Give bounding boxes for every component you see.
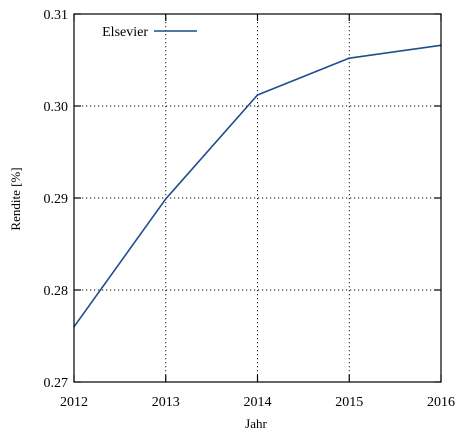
y-tick-label: 0.31 [44,8,69,23]
x-tick-label: 2013 [152,395,180,410]
y-axis-label: Rendite [%] [8,167,23,230]
x-tick-label: 2015 [335,395,363,410]
x-tick-labels: 2012 2013 2014 2015 2016 [60,395,455,410]
legend-label-elsevier: Elsevier [102,25,148,40]
y-tick-label: 0.30 [44,100,69,115]
data-point [256,94,259,96]
data-point [164,198,167,200]
y-tick-label: 0.27 [44,376,69,391]
y-tick-labels: 0.27 0.28 0.29 0.30 0.31 [44,8,69,391]
grid-layer [74,14,441,382]
tick-layer [73,13,442,383]
data-point [348,57,351,59]
y-tick-label: 0.28 [44,284,69,299]
x-tick-label: 2016 [427,395,455,410]
x-tick-label: 2012 [60,395,88,410]
x-tick-label: 2014 [244,395,272,410]
legend: Elsevier [102,25,197,40]
y-tick-label: 0.29 [44,192,69,207]
x-axis-label: Jahr [245,416,267,431]
